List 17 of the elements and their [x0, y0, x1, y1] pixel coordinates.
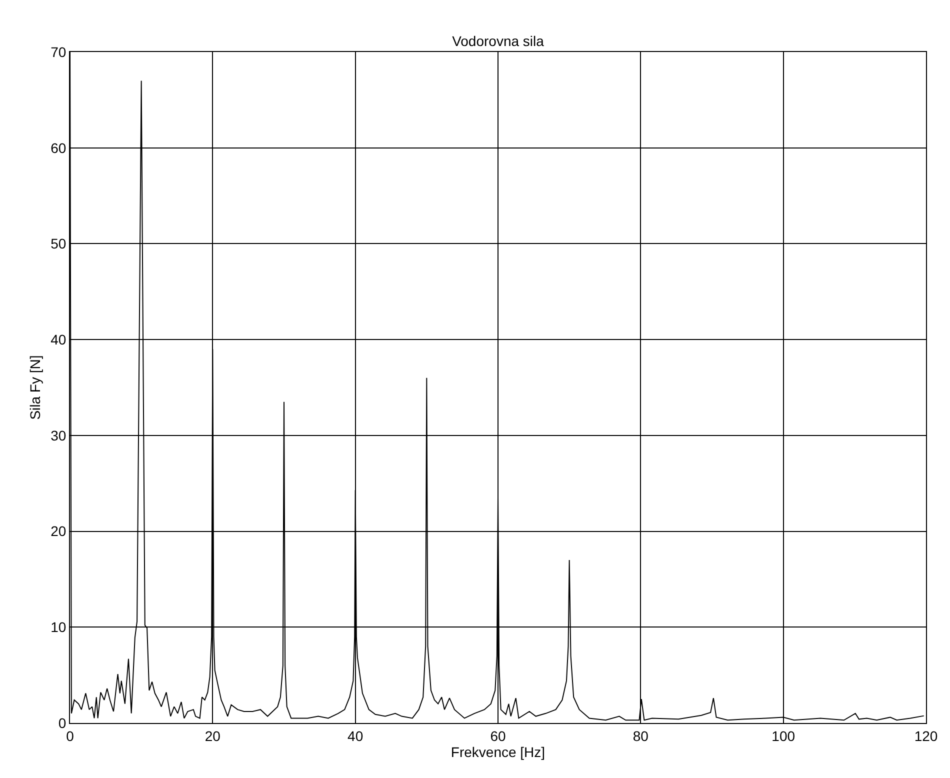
x-tick-label: 20: [204, 728, 221, 744]
y-tick-label: 30: [50, 427, 66, 444]
x-axis-title: Frekvence [Hz]: [450, 744, 546, 760]
x-tick-label: 100: [772, 728, 796, 744]
y-tick-label: 40: [50, 331, 66, 348]
y-tick-label: 20: [50, 523, 66, 540]
y-axis-title: Sila Fy [N]: [27, 355, 44, 420]
x-tick-label: 80: [632, 728, 649, 744]
x-tick-label: 120: [914, 728, 938, 744]
y-tick-label: 60: [50, 140, 66, 156]
y-tick-label: 50: [50, 236, 66, 252]
y-tick-label: 0: [58, 714, 66, 731]
x-tick-label: 60: [490, 728, 506, 744]
x-tick-label: 40: [348, 728, 364, 744]
chart-title: Vodorovna sila: [452, 33, 544, 49]
y-tick-label: 70: [50, 44, 66, 60]
y-tick-label: 10: [50, 619, 66, 636]
